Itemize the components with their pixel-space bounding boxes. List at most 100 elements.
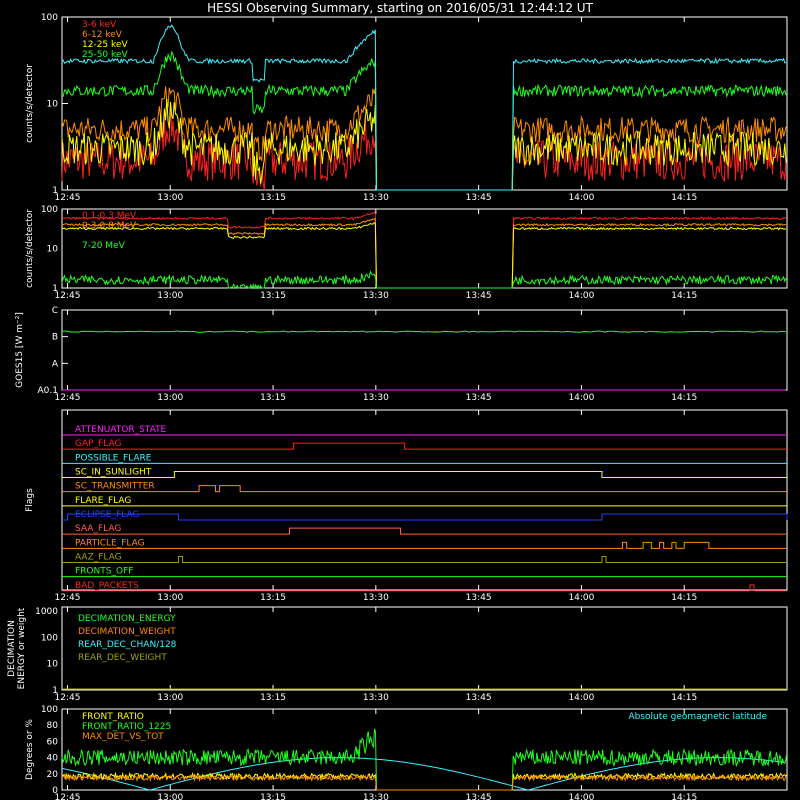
legend-entry: DECIMATION_WEIGHT — [78, 627, 176, 637]
goes-panel — [61, 309, 788, 391]
legend-entry: 7-20 MeV — [82, 241, 126, 251]
x-tick-label: 13:30 — [363, 793, 389, 800]
x-tick-label: 13:15 — [260, 193, 286, 203]
x-tick-label: 12:45 — [54, 291, 80, 301]
series-line — [61, 24, 787, 191]
flag-label: SAA_FLAG — [75, 524, 121, 534]
flag-label: POSSIBLE_FLARE — [75, 453, 152, 463]
y-axis-label: DECIMATION — [7, 620, 17, 677]
goes-line — [61, 330, 786, 333]
x-tick-label: 13:15 — [260, 393, 286, 403]
x-tick-label: 14:00 — [568, 291, 594, 301]
y-tick-label: 100 — [41, 705, 58, 715]
x-tick-label: 14:00 — [568, 793, 594, 800]
flag-line — [62, 556, 787, 563]
x-tick-label: 14:00 — [568, 193, 594, 203]
legend-entry: DECIMATION_ENERGY — [78, 614, 176, 624]
x-tick-label: 14:15 — [671, 593, 697, 603]
flag-line — [62, 541, 787, 549]
y-tick-label: 60 — [47, 737, 59, 747]
y-axis-label: counts/s/detector — [25, 64, 35, 143]
x-tick-label: 13:15 — [260, 793, 286, 800]
x-tick-label: 12:45 — [54, 393, 80, 403]
legend-entry: 3-6 keV — [82, 20, 117, 30]
y-tick-label: 10 — [47, 660, 59, 670]
y-tick-label: 1000 — [35, 607, 58, 617]
x-tick-label: 13:45 — [466, 593, 492, 603]
x-tick-label: 12:45 — [54, 193, 80, 203]
series-line — [62, 773, 788, 791]
x-tick-label: 13:45 — [466, 793, 492, 800]
latitude-line — [61, 757, 786, 791]
y-tick-label: 10 — [47, 100, 59, 110]
x-tick-label: 12:45 — [54, 793, 80, 800]
x-tick-label: 13:15 — [260, 693, 286, 703]
flag-line — [62, 485, 787, 493]
y-tick-label: A0.1 — [38, 386, 58, 396]
x-tick-label: 12:45 — [54, 693, 80, 703]
legend-entry: 0.1-0.3 MeV — [82, 211, 137, 221]
x-tick-label: 13:45 — [466, 693, 492, 703]
x-tick-label: 13:00 — [157, 593, 183, 603]
flag-line — [62, 442, 787, 450]
y-tick-label: 80 — [47, 721, 59, 731]
y-tick-label: 1 — [52, 284, 58, 294]
legend-entry: 0.3-0.8 MeV — [82, 221, 137, 231]
flag-label: PARTICLE_FLAG — [75, 538, 145, 548]
legend-entry: 25-50 keV — [82, 50, 128, 60]
y-tick-label: 20 — [47, 770, 59, 780]
flag-label: ATTENUATOR_STATE — [75, 425, 167, 435]
flag-label: SC_TRANSMITTER — [75, 482, 155, 492]
x-tick-label: 13:45 — [466, 393, 492, 403]
flag-line — [62, 513, 788, 521]
legend-entry: 12-25 keV — [82, 40, 128, 50]
x-tick-label: 14:00 — [568, 693, 594, 703]
y-tick-label: B — [52, 333, 58, 343]
series-line — [61, 221, 787, 289]
series-line — [61, 270, 787, 290]
y-tick-label: A — [52, 359, 59, 369]
y-axis-label: ENERGY or weight — [17, 607, 27, 689]
y-tick-label: 40 — [47, 754, 59, 764]
y-axis-label: Degrees or % — [25, 719, 35, 780]
x-tick-label: 13:45 — [466, 193, 492, 203]
flag-line — [62, 584, 787, 592]
y-tick-label: 100 — [41, 633, 58, 643]
x-tick-label: 13:15 — [260, 291, 286, 301]
x-tick-label: 13:45 — [466, 291, 492, 301]
plot-title: HESSI Observing Summary, starting on 201… — [207, 1, 593, 15]
flag-line — [62, 527, 787, 535]
x-tick-label: 13:30 — [363, 193, 389, 203]
x-tick-label: 12:45 — [54, 593, 80, 603]
flag-label: FLARE_FLAG — [75, 496, 131, 506]
x-tick-label: 13:00 — [157, 393, 183, 403]
flag-label: GAP_FLAG — [75, 439, 121, 449]
y-axis-label: Flags — [25, 488, 35, 512]
flag-label: FRONTS_OFF — [75, 567, 133, 577]
x-tick-label: 14:15 — [671, 693, 697, 703]
y-tick-label: 10 — [47, 245, 59, 255]
legend-entry: 6-12 keV — [82, 30, 123, 40]
y-tick-label: 1 — [52, 186, 58, 196]
x-tick-label: 14:15 — [671, 393, 697, 403]
flags-panel — [61, 409, 788, 591]
legend-entry: FRONT_RATIO_1225 — [82, 722, 171, 732]
y-tick-label: 100 — [41, 13, 58, 23]
x-tick-label: 13:30 — [363, 593, 389, 603]
legend-entry: REAR_DEC_WEIGHT — [78, 653, 167, 663]
flag-label: BAD_PACKETS — [75, 581, 139, 591]
series-line — [61, 103, 787, 191]
x-tick-label: 14:15 — [671, 291, 697, 301]
x-tick-label: 13:00 — [157, 793, 183, 800]
x-tick-label: 13:30 — [363, 693, 389, 703]
y-tick-label: C — [52, 306, 58, 316]
x-tick-label: 13:30 — [363, 393, 389, 403]
x-tick-label: 13:00 — [157, 291, 183, 301]
x-tick-label: 14:15 — [671, 793, 697, 800]
y-axis-label: counts/s/detector — [25, 209, 35, 288]
x-tick-label: 13:00 — [157, 693, 183, 703]
x-tick-label: 13:15 — [260, 593, 286, 603]
y-tick-label: 100 — [41, 205, 58, 215]
x-tick-label: 13:30 — [363, 291, 389, 301]
